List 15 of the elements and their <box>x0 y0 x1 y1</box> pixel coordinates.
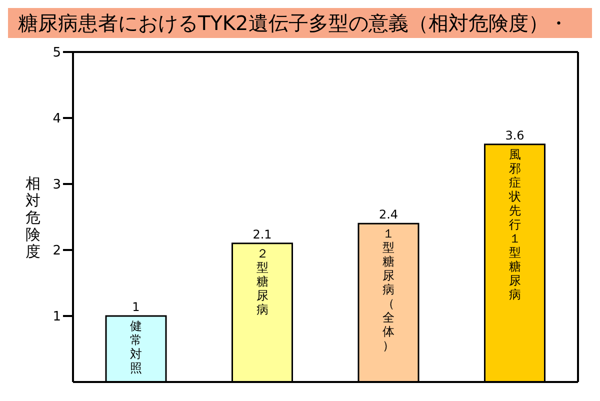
x-tick-label: 健常対照 <box>130 319 142 375</box>
data-label: 1 <box>132 300 140 314</box>
data-label: 2.1 <box>252 227 272 242</box>
category-label: １型糖尿病（全体） <box>382 226 394 353</box>
y-tick-label: 2 <box>52 244 61 259</box>
y-tick-label: 1 <box>52 310 61 325</box>
y-tick-label: 3 <box>52 178 61 193</box>
data-label: 3.6 <box>505 128 524 142</box>
x-tick-label: ２型糖尿病 <box>256 246 268 316</box>
chart-title: 糖尿病患者におけるTYK2遺伝子多型の意義（相対危険度）・ <box>8 8 592 38</box>
y-tick-label: 5 <box>52 46 61 61</box>
y-tick-label: 4 <box>52 112 61 127</box>
category-label: 風邪症状先行１型糖尿病 <box>508 147 521 302</box>
data-label: 2.4 <box>378 208 398 222</box>
y-axis-title: 相対危険度 <box>26 174 40 260</box>
